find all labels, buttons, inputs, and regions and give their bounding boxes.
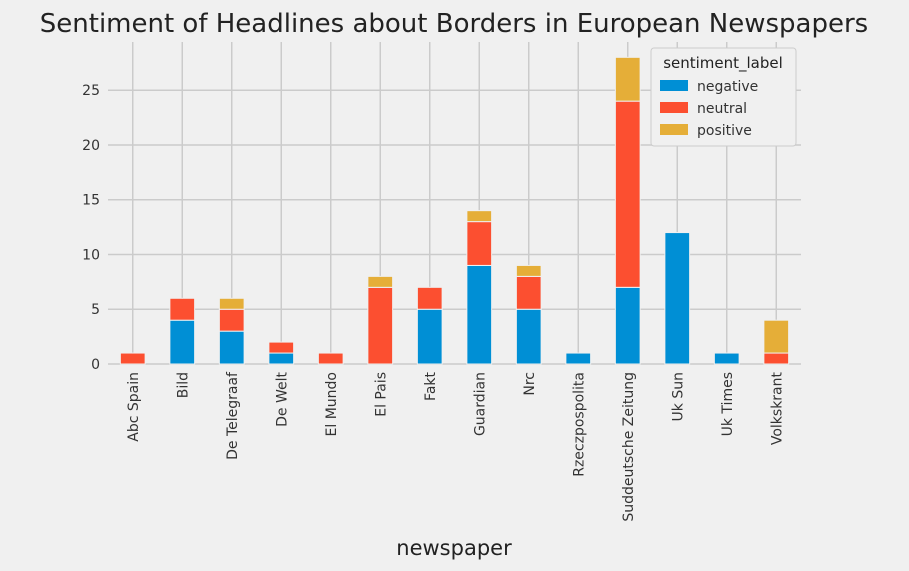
bar-negative — [664, 232, 691, 365]
bar-positive — [218, 297, 245, 310]
bar-neutral — [317, 352, 344, 365]
x-tick-label: Fakt — [423, 371, 439, 400]
legend-swatch-positive — [660, 124, 688, 135]
bar-positive — [367, 275, 394, 288]
y-tick-label: 10 — [82, 247, 100, 263]
bar-neutral — [119, 352, 146, 365]
x-tick-label: Abc Spain — [126, 372, 142, 442]
bar-neutral — [416, 286, 443, 310]
bar-neutral — [367, 286, 394, 365]
bar-negative — [416, 308, 443, 365]
bar-positive — [763, 319, 790, 354]
bar-positive — [466, 210, 493, 223]
bar-negative — [218, 330, 245, 365]
bar-negative — [515, 308, 542, 365]
bars — [119, 56, 790, 365]
x-tick-label: Guardian — [472, 372, 488, 436]
bar-negative — [466, 264, 493, 365]
x-tick-label: Rzeczpospolita — [571, 372, 587, 477]
bar-negative — [169, 319, 196, 365]
bar-neutral — [614, 100, 641, 288]
y-tick-label: 5 — [91, 302, 100, 318]
legend-items: negative neutral positive — [660, 79, 758, 139]
bar-neutral — [268, 341, 295, 354]
x-tick-label: Nrc — [522, 372, 538, 396]
y-tick-label: 15 — [82, 193, 100, 209]
bar-neutral — [466, 221, 493, 266]
y-tick-label: 0 — [91, 357, 100, 373]
x-tick-label: Volkskrant — [769, 371, 785, 445]
legend: sentiment_label negative neutral positive — [650, 47, 797, 147]
legend-swatch-neutral — [660, 102, 688, 113]
legend-label-neutral: neutral — [697, 101, 747, 117]
x-axis-label: newspaper — [396, 536, 512, 560]
bar-negative — [268, 352, 295, 365]
x-axis-ticks: Abc Spain Bild De Telegraaf De Welt El Mundo… — [126, 371, 786, 522]
bar-neutral — [515, 275, 542, 310]
bar-neutral — [169, 297, 196, 321]
bar-negative — [614, 286, 641, 365]
x-tick-label: El Pais — [373, 372, 389, 417]
legend-swatch-negative — [660, 80, 688, 91]
legend-label-positive: positive — [697, 123, 752, 139]
x-tick-label: Uk Sun — [670, 372, 686, 421]
chart-title: Sentiment of Headlines about Borders in … — [40, 9, 868, 39]
y-tick-label: 20 — [82, 138, 100, 154]
x-tick-label: De Telegraaf — [225, 371, 241, 460]
bar-neutral — [218, 308, 245, 332]
y-axis-ticks: 0 5 10 15 20 25 — [82, 83, 100, 373]
legend-label-negative: negative — [697, 79, 758, 95]
x-tick-label: Suddeutsche Zeitung — [621, 372, 637, 522]
y-tick-label: 25 — [82, 83, 100, 99]
bar-negative — [713, 352, 740, 365]
legend-title: sentiment_label — [663, 54, 783, 73]
bar-negative — [565, 352, 592, 365]
x-tick-label: El Mundo — [324, 372, 340, 436]
x-tick-label: De Welt — [274, 371, 290, 426]
bar-neutral — [763, 352, 790, 365]
x-tick-label: Bild — [175, 372, 191, 398]
bar-positive — [614, 56, 641, 102]
legend-box — [650, 47, 797, 147]
x-tick-label: Uk Times — [720, 372, 736, 436]
bar-positive — [515, 264, 542, 277]
